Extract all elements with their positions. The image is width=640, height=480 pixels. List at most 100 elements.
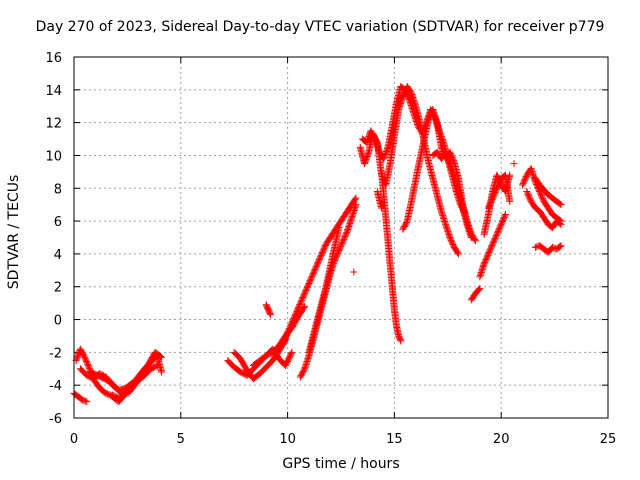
data-point — [556, 220, 564, 228]
data-point — [364, 150, 372, 158]
data-point — [362, 155, 370, 163]
data-point — [266, 309, 274, 317]
data-point — [454, 249, 462, 257]
x-tick-label: 25 — [600, 432, 617, 447]
data-point — [476, 284, 484, 292]
y-tick-label: -6 — [49, 412, 62, 427]
data-point — [102, 389, 110, 397]
data-point — [80, 396, 88, 404]
data-point — [85, 365, 93, 373]
data-point — [442, 148, 450, 156]
data-point — [280, 339, 288, 347]
data-point — [352, 201, 360, 209]
data-point — [548, 243, 556, 251]
data-point — [472, 237, 480, 245]
y-tick-label: 4 — [54, 248, 62, 263]
data-point — [446, 161, 454, 169]
data-point — [443, 152, 451, 160]
data-point — [364, 135, 372, 143]
data-point — [396, 336, 404, 344]
data-point — [363, 152, 371, 160]
y-tick-label: 2 — [54, 281, 62, 296]
data-point — [74, 352, 82, 360]
data-point — [361, 158, 369, 166]
data-point — [444, 154, 452, 162]
data-point — [382, 148, 390, 156]
data-point — [449, 167, 457, 175]
data-point — [383, 146, 391, 154]
data-point — [378, 204, 386, 212]
data-point — [363, 138, 371, 146]
data-point — [446, 160, 454, 168]
x-tick-label: 0 — [70, 432, 78, 447]
data-point — [501, 211, 509, 219]
data-point — [557, 220, 565, 228]
data-point — [287, 350, 295, 358]
data-point — [280, 337, 288, 345]
data-point — [443, 151, 451, 159]
y-tick-label: 12 — [45, 117, 62, 132]
data-point — [557, 242, 565, 250]
data-point — [83, 398, 91, 406]
data-point — [364, 134, 372, 142]
data-point — [267, 311, 275, 319]
data-point — [350, 268, 358, 276]
data-point — [556, 243, 564, 251]
data-point — [364, 151, 372, 159]
data-point — [343, 228, 351, 236]
data-point — [335, 224, 343, 232]
data-point — [445, 157, 453, 165]
data-point — [442, 150, 450, 158]
x-tick-label: 15 — [386, 432, 403, 447]
data-point — [506, 197, 514, 205]
y-tick-label: 8 — [54, 182, 62, 197]
data-point — [283, 330, 291, 338]
data-point — [81, 397, 89, 405]
data-point — [501, 212, 509, 220]
y-tick-label: -4 — [49, 379, 62, 394]
data-point — [283, 332, 291, 340]
y-tick-label: 6 — [54, 215, 62, 230]
data-point — [447, 163, 455, 171]
data-point — [103, 390, 111, 398]
data-point — [438, 145, 446, 153]
y-tick-label: 10 — [45, 149, 62, 164]
y-tick-label: 16 — [45, 51, 62, 66]
data-point — [158, 368, 166, 376]
data-point — [449, 168, 457, 176]
data-point — [450, 170, 458, 178]
data-point — [397, 337, 405, 345]
data-point — [352, 194, 360, 202]
data-point — [448, 165, 456, 173]
x-tick-label: 10 — [279, 432, 296, 447]
x-tick-label: 5 — [177, 432, 185, 447]
data-point — [382, 149, 390, 157]
x-tick-label: 20 — [493, 432, 510, 447]
data-point — [79, 396, 87, 404]
plot-frame — [73, 56, 609, 419]
data-point — [403, 218, 411, 226]
y-axis-label: SDTVAR / TECUs — [6, 174, 22, 290]
data-point — [556, 200, 564, 208]
data-point — [73, 354, 81, 362]
data-point — [84, 362, 92, 370]
data-point — [282, 333, 290, 341]
data-point — [360, 160, 368, 168]
data-point — [380, 153, 388, 161]
data-point — [557, 201, 565, 209]
data-point — [281, 336, 289, 344]
y-tick-label: -2 — [49, 346, 62, 361]
data-point — [467, 234, 475, 241]
y-tick-label: 14 — [45, 84, 62, 99]
chart-title: Day 270 of 2023, Sidereal Day-to-day VTE… — [35, 19, 605, 35]
data-point — [85, 363, 93, 371]
data-point — [475, 285, 483, 293]
data-point — [362, 157, 370, 165]
data-point — [279, 340, 287, 348]
data-point — [381, 150, 389, 158]
data-point — [510, 160, 518, 168]
data-point — [351, 195, 359, 203]
data-point — [383, 145, 391, 153]
x-axis-label: GPS time / hours — [282, 456, 400, 472]
